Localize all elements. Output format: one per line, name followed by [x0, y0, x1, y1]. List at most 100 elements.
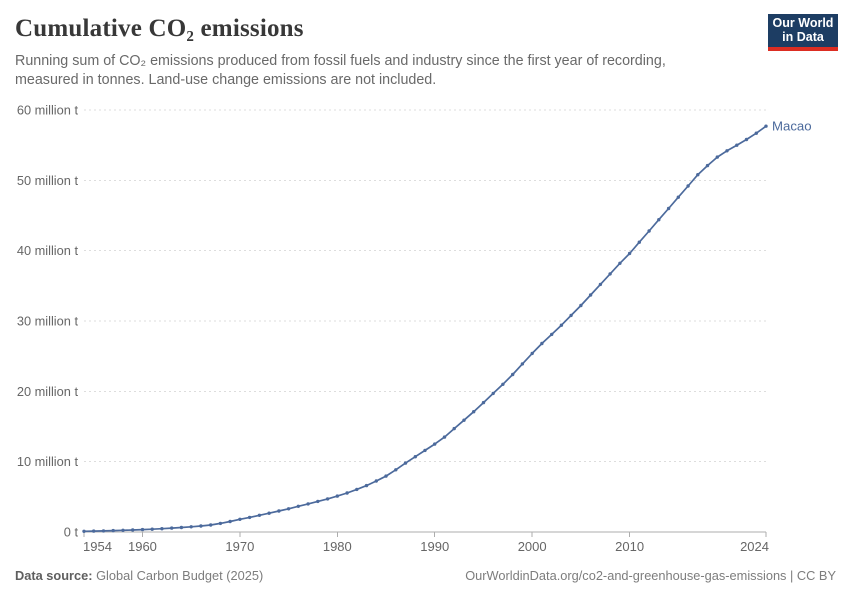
- x-axis-label: 1960: [128, 539, 157, 554]
- data-point[interactable]: [657, 218, 661, 222]
- data-point[interactable]: [209, 523, 213, 527]
- y-axis-label: 10 million t: [17, 454, 79, 469]
- data-point[interactable]: [247, 515, 252, 520]
- data-point[interactable]: [267, 511, 271, 515]
- data-point[interactable]: [189, 525, 193, 529]
- data-point[interactable]: [540, 341, 544, 346]
- data-point[interactable]: [481, 400, 486, 405]
- data-point[interactable]: [598, 282, 603, 287]
- data-point[interactable]: [520, 362, 525, 366]
- data-point[interactable]: [588, 293, 593, 297]
- data-point[interactable]: [335, 494, 339, 498]
- data-point[interactable]: [170, 526, 174, 530]
- data-point[interactable]: [744, 137, 749, 142]
- data-point[interactable]: [754, 131, 758, 135]
- page-title: Cumulative CO₂ emissions: [15, 15, 304, 42]
- data-point[interactable]: [150, 527, 154, 531]
- data-point[interactable]: [82, 529, 86, 533]
- data-point[interactable]: [501, 382, 505, 386]
- data-point[interactable]: [735, 143, 739, 147]
- data-point[interactable]: [452, 426, 456, 431]
- x-axis-label: 2000: [518, 539, 547, 554]
- data-source-label: Data source:: [15, 568, 93, 583]
- data-point[interactable]: [530, 351, 534, 356]
- data-point[interactable]: [705, 163, 710, 168]
- data-point[interactable]: [579, 303, 583, 308]
- data-point[interactable]: [140, 527, 145, 532]
- data-point[interactable]: [764, 124, 768, 128]
- y-axis-label: 40 million t: [17, 243, 79, 258]
- data-point[interactable]: [676, 195, 680, 199]
- data-point[interactable]: [286, 507, 291, 511]
- data-point[interactable]: [647, 229, 651, 233]
- data-point[interactable]: [511, 372, 515, 377]
- data-source-value: Global Carbon Budget (2025): [92, 568, 264, 583]
- subtitle-line-1: Running sum of CO₂ emissions produced fr…: [15, 53, 666, 69]
- x-axis-label: 1954: [83, 539, 112, 554]
- data-point[interactable]: [131, 528, 135, 532]
- data-point[interactable]: [608, 272, 612, 276]
- data-point[interactable]: [121, 528, 125, 532]
- data-point[interactable]: [345, 491, 349, 495]
- y-axis-label: 30 million t: [17, 314, 79, 329]
- x-axis-label: 2024: [740, 539, 769, 554]
- data-point[interactable]: [111, 528, 115, 533]
- chart-subtitle: Running sum of CO₂ emissions produced fr…: [15, 52, 775, 90]
- data-point[interactable]: [101, 529, 106, 533]
- footer-citation[interactable]: OurWorldinData.org/co2-and-greenhouse-ga…: [465, 568, 836, 583]
- entity-label[interactable]: Macao: [772, 119, 812, 134]
- data-point[interactable]: [296, 504, 300, 508]
- data-point[interactable]: [218, 521, 223, 526]
- data-point[interactable]: [374, 479, 378, 483]
- data-point[interactable]: [550, 332, 554, 337]
- data-point[interactable]: [413, 455, 417, 459]
- data-point[interactable]: [462, 418, 466, 422]
- data-point[interactable]: [257, 513, 262, 517]
- data-point[interactable]: [686, 184, 690, 188]
- data-point[interactable]: [160, 527, 164, 531]
- y-axis-label: 50 million t: [17, 173, 79, 188]
- data-point[interactable]: [384, 474, 388, 478]
- series-line[interactable]: [83, 125, 767, 533]
- y-axis-label: 20 million t: [17, 384, 79, 399]
- data-point[interactable]: [364, 483, 369, 488]
- data-point[interactable]: [325, 497, 330, 501]
- data-point[interactable]: [316, 499, 320, 504]
- data-point[interactable]: [394, 468, 398, 472]
- data-source: Data source: Global Carbon Budget (2025): [15, 568, 263, 583]
- data-point[interactable]: [306, 502, 310, 506]
- data-point[interactable]: [433, 442, 437, 446]
- data-point[interactable]: [491, 391, 495, 396]
- data-point[interactable]: [423, 448, 427, 453]
- y-axis-label: 0 t: [64, 525, 79, 540]
- y-axis-label: 60 million t: [17, 103, 79, 118]
- data-point[interactable]: [559, 323, 564, 327]
- data-point[interactable]: [725, 149, 729, 153]
- logo-line-1: Our World: [772, 16, 834, 30]
- x-axis-label: 1980: [323, 539, 352, 554]
- owid-logo: Our World in Data: [768, 14, 838, 51]
- data-point[interactable]: [403, 461, 408, 465]
- data-point[interactable]: [637, 240, 641, 244]
- data-point[interactable]: [228, 519, 232, 524]
- logo-line-2: in Data: [782, 30, 824, 44]
- data-point[interactable]: [442, 435, 447, 439]
- data-point[interactable]: [199, 524, 203, 528]
- data-point[interactable]: [355, 487, 359, 492]
- data-point[interactable]: [666, 206, 671, 211]
- data-point[interactable]: [715, 155, 719, 159]
- data-point[interactable]: [618, 261, 622, 265]
- x-axis-label: 2010: [615, 539, 644, 554]
- data-point[interactable]: [627, 251, 632, 256]
- data-point[interactable]: [179, 525, 184, 530]
- data-point[interactable]: [696, 173, 700, 177]
- data-point[interactable]: [569, 313, 573, 318]
- data-point[interactable]: [277, 509, 281, 513]
- data-point[interactable]: [472, 410, 476, 414]
- x-axis-label: 1990: [420, 539, 449, 554]
- data-point[interactable]: [92, 529, 96, 533]
- subtitle-line-2: measured in tonnes. Land-use change emis…: [15, 72, 437, 88]
- data-point[interactable]: [238, 517, 242, 521]
